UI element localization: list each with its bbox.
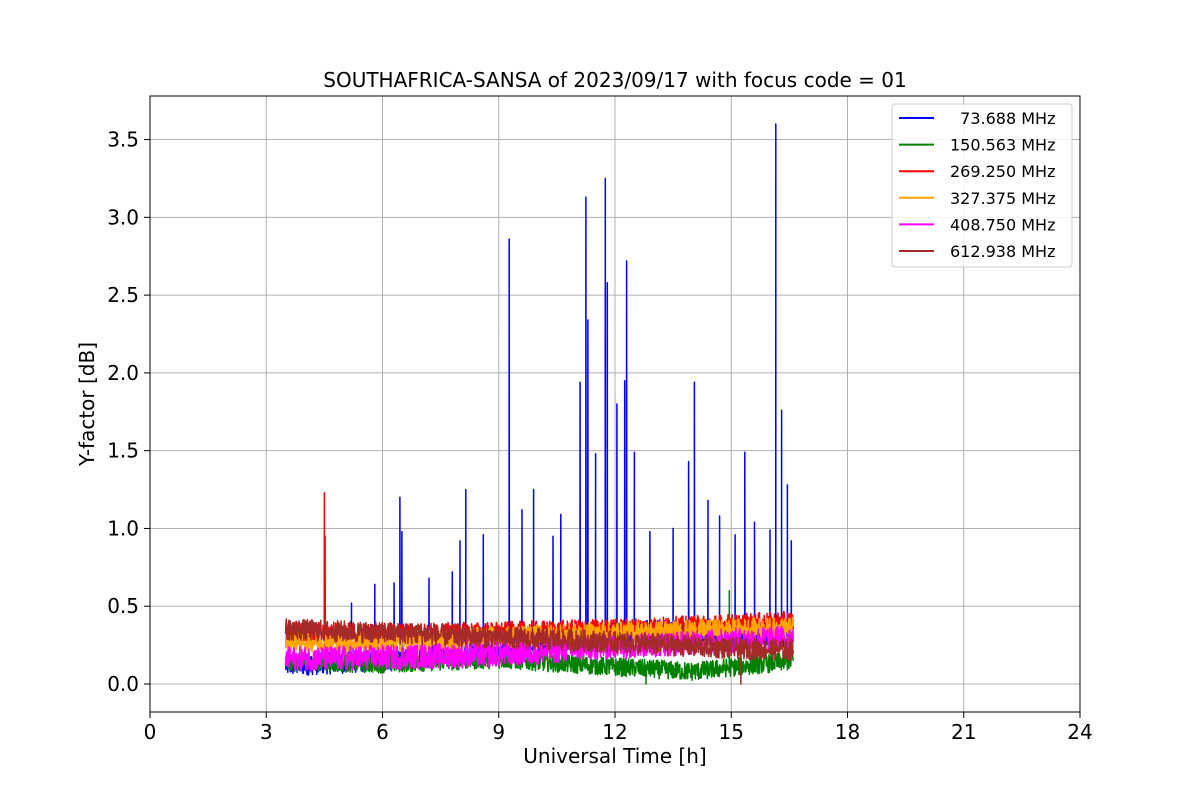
- legend-label: 327.375 MHz: [950, 189, 1055, 208]
- legend-label: 73.688 MHz: [950, 109, 1055, 128]
- x-tick-label: 21: [951, 720, 976, 744]
- legend-box: [891, 103, 1073, 268]
- x-tick-label: 12: [602, 720, 627, 744]
- x-tick-label: 15: [719, 720, 744, 744]
- x-tick-label: 24: [1067, 720, 1092, 744]
- legend-label: 408.750 MHz: [950, 215, 1055, 234]
- legend-label: 612.938 MHz: [950, 242, 1055, 261]
- x-tick-label: 18: [835, 720, 860, 744]
- y-tick-label: 0.5: [107, 594, 139, 618]
- y-tick-label: 0.0: [107, 672, 139, 696]
- legend-label: 269.250 MHz: [950, 162, 1055, 181]
- y-tick-label: 2.5: [107, 283, 139, 307]
- x-tick-label: 9: [492, 720, 505, 744]
- y-tick-label: 2.0: [107, 361, 139, 385]
- y-tick-label: 1.5: [107, 439, 139, 463]
- x-axis-label: Universal Time [h]: [523, 744, 706, 768]
- series-line-4: [284, 625, 795, 672]
- y-tick-label: 3.5: [107, 128, 139, 152]
- series-group: [284, 123, 795, 685]
- legend: 73.688 MHz 150.563 MHz 269.250 MHz 327.375 …: [891, 103, 1073, 268]
- y-tick-label: 1.0: [107, 516, 139, 540]
- x-tick-label: 0: [144, 720, 157, 744]
- x-tick-label: 3: [260, 720, 273, 744]
- y-tick-label: 3.0: [107, 205, 139, 229]
- legend-label: 150.563 MHz: [950, 136, 1055, 155]
- x-tick-label: 6: [376, 720, 389, 744]
- chart-title: SOUTHAFRICA-SANSA of 2023/09/17 with foc…: [323, 68, 907, 92]
- axis-ticks: 0 3 6 9 12 15 18 21 24 0.0 0.5 1.0 1.5 2.0 2.5 3.0 3.5: [107, 128, 1093, 744]
- series-line-5: [284, 618, 795, 685]
- y-axis-label: Y-factor [dB]: [75, 342, 99, 467]
